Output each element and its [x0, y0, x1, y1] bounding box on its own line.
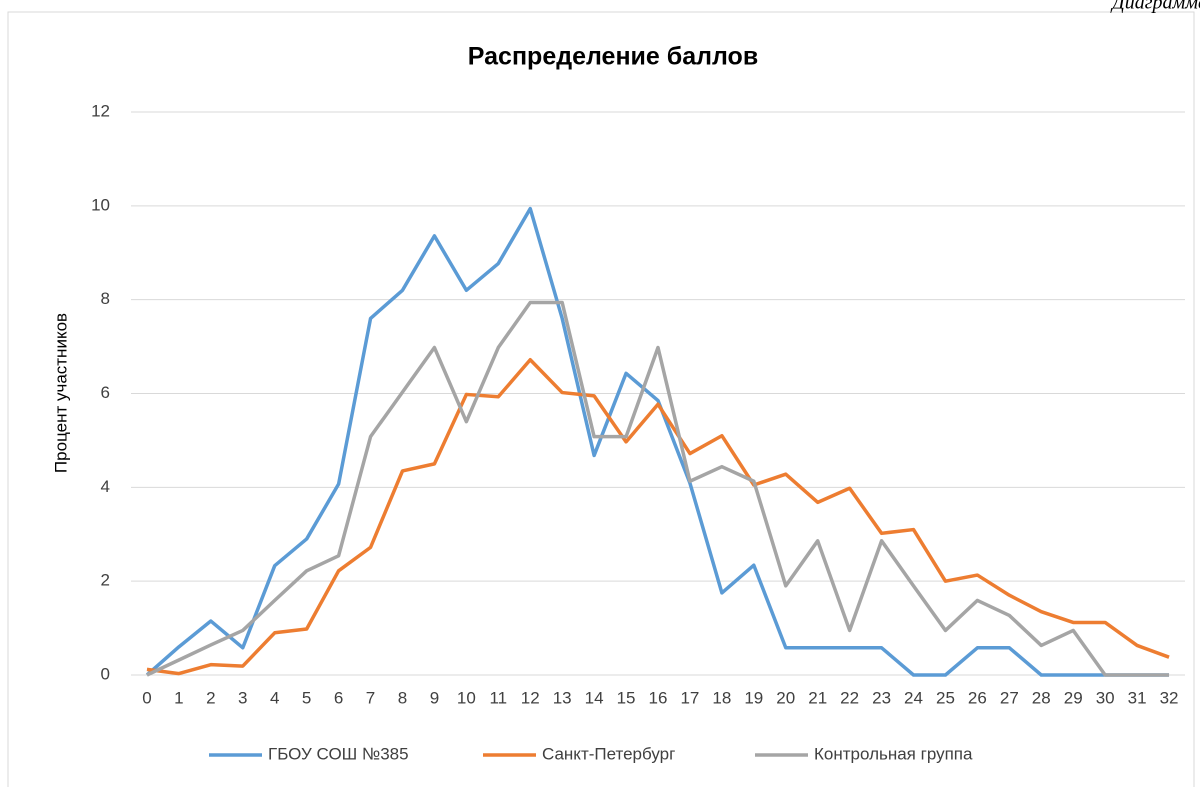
series-line	[146, 300, 1170, 677]
x-tick-label: 14	[585, 688, 604, 707]
x-tick-label: 26	[968, 688, 987, 707]
chart-frame	[7, 11, 1195, 787]
x-tick-label: 31	[1128, 688, 1147, 707]
x-tick-label: 3	[238, 688, 247, 707]
x-tick-label: 30	[1096, 688, 1115, 707]
x-tick-label: 24	[904, 688, 923, 707]
y-tick-label: 8	[101, 289, 110, 308]
y-tick-label: 0	[101, 664, 110, 683]
y-axis-label: Процент участников	[51, 313, 70, 473]
x-tick-label: 1	[174, 688, 183, 707]
y-tick-label: 12	[91, 101, 110, 120]
x-tick-label: 9	[430, 688, 439, 707]
x-tick-label: 12	[521, 688, 540, 707]
x-tick-label: 20	[776, 688, 795, 707]
series-line	[146, 357, 1170, 676]
x-tick-label: 23	[872, 688, 891, 707]
x-tick-label: 5	[302, 688, 311, 707]
y-tick-label: 10	[91, 195, 110, 214]
x-tick-label: 16	[649, 688, 668, 707]
x-tick-label: 8	[398, 688, 407, 707]
x-tick-label: 0	[142, 688, 151, 707]
x-tick-label: 21	[808, 688, 827, 707]
legend-label: ГБОУ СОШ №385	[268, 744, 409, 763]
x-tick-label: 19	[744, 688, 763, 707]
x-tick-label: 32	[1160, 688, 1179, 707]
x-tick-label: 25	[936, 688, 955, 707]
y-tick-label: 2	[101, 571, 110, 590]
x-tick-label: 28	[1032, 688, 1051, 707]
x-tick-label: 4	[270, 688, 279, 707]
x-tick-label: 22	[840, 688, 859, 707]
legend-label: Санкт-Петербург	[542, 744, 675, 763]
x-tick-label: 10	[457, 688, 476, 707]
x-tick-label: 29	[1064, 688, 1083, 707]
series-line	[145, 206, 1170, 677]
x-tick-label: 15	[617, 688, 636, 707]
y-tick-label: 4	[101, 477, 110, 496]
chart-title: Распределение баллов	[468, 43, 758, 71]
x-tick-label: 13	[553, 688, 572, 707]
y-tick-label: 6	[101, 383, 110, 402]
x-tick-label: 6	[334, 688, 343, 707]
x-tick-label: 18	[712, 688, 731, 707]
legend-label: Контрольная группа	[814, 744, 973, 763]
caption: Диаграмма	[1110, 0, 1200, 14]
x-tick-label: 11	[489, 688, 507, 707]
x-tick-label: 17	[680, 688, 699, 707]
x-tick-label: 2	[206, 688, 215, 707]
x-tick-label: 7	[366, 688, 375, 707]
x-tick-label: 27	[1000, 688, 1019, 707]
